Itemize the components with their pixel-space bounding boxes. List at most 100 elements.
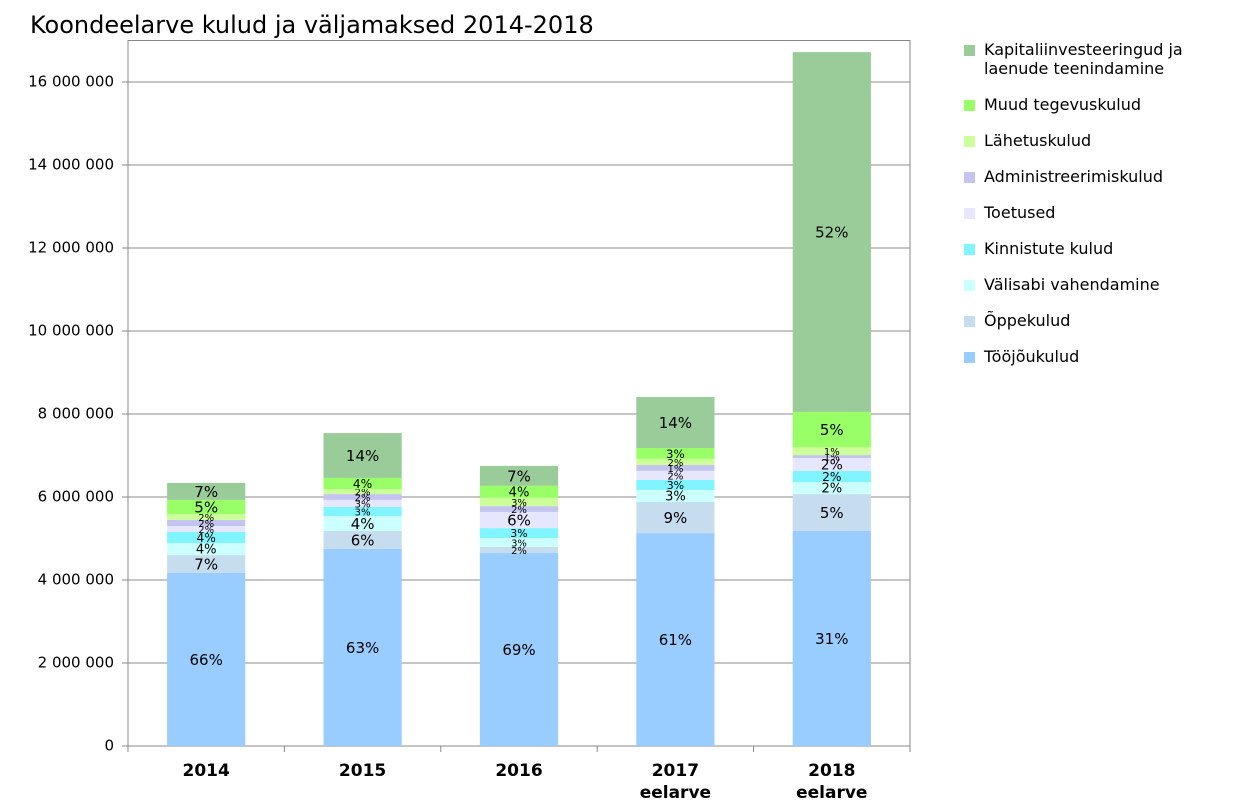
legend-swatch bbox=[964, 45, 975, 56]
legend-swatch bbox=[964, 172, 975, 183]
y-tick-label: 10 000 000 bbox=[28, 322, 114, 340]
bar-segment bbox=[636, 448, 715, 459]
data-label: 9% bbox=[664, 509, 688, 527]
bar-segment bbox=[167, 499, 246, 515]
data-label: 3% bbox=[665, 489, 686, 504]
data-label: 2% bbox=[198, 519, 214, 530]
legend: Kapitaliinvesteeringud ja laenude teenin… bbox=[962, 40, 1232, 383]
legend-item: Õppekulud bbox=[962, 311, 1232, 330]
data-label: 2% bbox=[355, 493, 371, 504]
data-label: 5% bbox=[194, 498, 218, 516]
data-label: 14% bbox=[346, 447, 379, 465]
bar-segment bbox=[167, 555, 246, 573]
y-tick-label: 2 000 000 bbox=[38, 654, 114, 672]
bar-segment bbox=[636, 458, 715, 466]
data-label: 2% bbox=[198, 525, 214, 536]
bar-segment bbox=[323, 489, 402, 495]
legend-label: Kapitaliinvesteeringud ja laenude teenin… bbox=[984, 40, 1183, 78]
y-tick-label: 8 000 000 bbox=[38, 405, 114, 423]
data-label: 3% bbox=[511, 538, 527, 549]
data-label: 5% bbox=[820, 421, 844, 439]
legend-item: Kinnistute kulud bbox=[962, 239, 1232, 258]
bar-segment bbox=[323, 548, 402, 746]
bar-segment bbox=[792, 411, 871, 448]
bar-segment bbox=[792, 455, 871, 458]
bar-segment bbox=[636, 533, 715, 746]
data-label: 2% bbox=[355, 488, 371, 499]
data-label: 52% bbox=[815, 224, 848, 242]
legend-swatch bbox=[964, 100, 975, 111]
bar-segment bbox=[636, 489, 715, 502]
bar-segment bbox=[792, 447, 871, 456]
x-tick-label: 2017 eelarve bbox=[639, 761, 712, 803]
data-label: 4% bbox=[509, 485, 530, 500]
bar-segment bbox=[479, 497, 559, 507]
bar-segment bbox=[636, 465, 715, 471]
data-label: 2% bbox=[667, 471, 683, 482]
legend-swatch bbox=[964, 352, 975, 363]
y-tick-label: 14 000 000 bbox=[28, 156, 114, 174]
bar-segment bbox=[479, 506, 559, 512]
legend-label: Toetused bbox=[984, 203, 1056, 222]
legend-item: Administreerimiskulud bbox=[962, 167, 1232, 186]
legend-item: Lähetuskulud bbox=[962, 131, 1232, 150]
bar-segment bbox=[323, 531, 402, 549]
bar-segment bbox=[792, 470, 871, 483]
data-label: 4% bbox=[353, 477, 372, 491]
bar-segment bbox=[479, 538, 559, 547]
data-label: 4% bbox=[351, 515, 375, 533]
data-label: 7% bbox=[194, 483, 218, 501]
data-label: 2% bbox=[511, 505, 527, 516]
bar-segment bbox=[167, 519, 246, 527]
legend-label: Muud tegevuskulud bbox=[984, 95, 1142, 114]
legend-swatch bbox=[964, 316, 975, 327]
legend-swatch bbox=[964, 280, 975, 291]
bar-segment bbox=[167, 482, 246, 500]
data-label: 63% bbox=[346, 639, 379, 657]
bar-segment bbox=[323, 499, 402, 507]
data-label: 1% bbox=[667, 464, 683, 475]
data-label: 61% bbox=[659, 631, 692, 649]
x-tick-label: 2014 bbox=[182, 761, 230, 781]
legend-label: Administreerimiskulud bbox=[984, 167, 1164, 186]
bar-segment bbox=[792, 457, 871, 471]
x-tick-label: 2015 bbox=[338, 761, 387, 781]
y-tick-label: 4 000 000 bbox=[38, 571, 114, 589]
legend-label: Lähetuskulud bbox=[984, 131, 1092, 150]
y-tick-label: 0 bbox=[104, 737, 114, 755]
legend-item: Muud tegevuskulud bbox=[962, 95, 1232, 114]
legend-label: Välisabi vahendamine bbox=[984, 275, 1160, 294]
legend-item: Tööjõukulud bbox=[962, 347, 1232, 366]
data-label: 3% bbox=[511, 498, 527, 509]
legend-item: Toetused bbox=[962, 203, 1232, 222]
bar-segment bbox=[323, 516, 402, 532]
data-label: 1% bbox=[824, 453, 840, 464]
y-tick-label: 12 000 000 bbox=[28, 239, 114, 257]
bar-segment bbox=[323, 506, 402, 517]
data-label: 2% bbox=[198, 513, 214, 524]
bar-segment bbox=[479, 528, 559, 539]
bar-segment bbox=[792, 531, 871, 746]
data-label: 3% bbox=[666, 447, 685, 461]
legend-swatch bbox=[964, 208, 975, 219]
bar-segment bbox=[167, 514, 246, 520]
data-label: 7% bbox=[507, 467, 531, 485]
legend-label: Tööjõukulud bbox=[984, 347, 1080, 366]
data-label: 2% bbox=[822, 470, 841, 484]
bar-segment bbox=[167, 526, 246, 532]
data-label: 1% bbox=[824, 447, 840, 458]
y-tick-label: 16 000 000 bbox=[28, 73, 114, 91]
data-label: 66% bbox=[190, 651, 223, 669]
data-label: 14% bbox=[659, 414, 692, 432]
bar-segment bbox=[636, 479, 715, 490]
x-tick-label: 2016 bbox=[495, 761, 543, 781]
data-label: 69% bbox=[502, 641, 535, 659]
data-label: 2% bbox=[511, 546, 527, 557]
legend-label: Kinnistute kulud bbox=[984, 239, 1114, 258]
y-tick-label: 6 000 000 bbox=[38, 488, 114, 506]
bar-segment bbox=[636, 396, 715, 449]
data-label: 5% bbox=[820, 504, 844, 522]
legend-item: Välisabi vahendamine bbox=[962, 275, 1232, 294]
bar-segment bbox=[167, 531, 246, 544]
